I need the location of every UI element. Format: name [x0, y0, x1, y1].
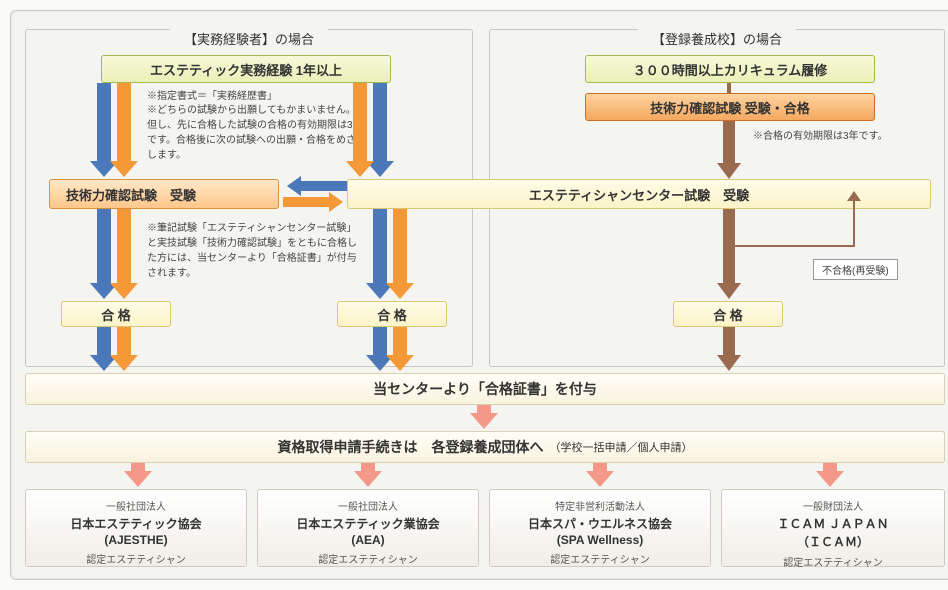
org2-t4: 認定エステティシャン	[262, 551, 474, 566]
cert-box: 当センターより「合格証書」を付与	[25, 373, 945, 405]
arrow-blue-shaft-5	[97, 327, 111, 357]
org1-t4: 認定エステティシャン	[30, 551, 242, 566]
fail-line-v	[853, 197, 855, 247]
org3-t2: 日本スパ・ウエルネス協会	[494, 515, 706, 532]
org-box-4: 一般財団法人 ＩＣＡＭ ＪＡＰＡＮ （ＩＣＡＭ） 認定エステティシャン	[721, 489, 945, 567]
right-curriculum-box: ３００時間以上カリキュラム履修	[585, 55, 875, 83]
right-brown-shaft-2	[723, 209, 735, 285]
arrow-blue-shaft-4	[373, 209, 387, 285]
left-note-1a: ※指定書式＝「実務経歴書」	[147, 89, 365, 104]
arrow-orange-shaft-6	[393, 327, 407, 357]
arrow-orange-shaft-1	[117, 83, 131, 163]
right-brown-head-2	[717, 283, 741, 299]
right-brown-head-3	[717, 355, 741, 371]
org-box-3: 特定非営利活動法人 日本スパ・ウエルネス協会 (SPA Wellness) 認定…	[489, 489, 711, 567]
left-pass-box-1: 合 格	[61, 301, 171, 327]
right-note: ※合格の有効期限は3年です。	[753, 129, 929, 144]
org2-t2: 日本エステティック業協会	[262, 515, 474, 532]
left-note-1b: ※どちらの試験から出願してもかまいません。但し、先に合格した試験の合格の有効期限…	[147, 103, 365, 163]
arrow-orange-shaft-4	[393, 209, 407, 285]
arrow-orange-head-3	[110, 283, 138, 299]
salmon-head-c	[470, 413, 498, 429]
arrow-blue-shaft-2	[373, 83, 387, 163]
harrow-orange-head	[329, 192, 343, 212]
arrow-orange-head-6	[386, 355, 414, 371]
harrow-blue-shaft	[301, 181, 347, 191]
right-brown-shaft-1	[723, 121, 735, 165]
org4-t3: （ＩＣＡＭ）	[726, 533, 940, 550]
org3-t4: 認定エステティシャン	[494, 551, 706, 566]
arrow-orange-shaft-5	[117, 327, 131, 357]
org4-t2: ＩＣＡＭ ＪＡＰＡＮ	[726, 515, 940, 532]
left-panel-title: 【実務経験者】の場合	[170, 29, 328, 48]
org1-t1: 一般社団法人	[30, 498, 242, 513]
arrow-orange-shaft-3	[117, 209, 131, 285]
org-box-1: 一般社団法人 日本エステティック協会 (AJESTHE) 認定エステティシャン	[25, 489, 247, 567]
org4-t1: 一般財団法人	[726, 498, 940, 513]
harrow-orange-shaft	[283, 197, 329, 207]
org2-t3: (AEA)	[262, 533, 474, 547]
right-connector-1	[727, 83, 731, 93]
right-brown-shaft-3	[723, 327, 735, 357]
left-experience-box: エステティック実務経験 1年以上	[101, 55, 391, 83]
arrow-orange-head-4	[386, 283, 414, 299]
arrow-orange-head-1	[110, 161, 138, 177]
left-note-2: ※筆記試験「エステティシャンセンター試験」と実技試験「技術力確認試験」をともに合…	[147, 221, 365, 281]
fail-line-h	[735, 245, 855, 247]
org-box-2: 一般社団法人 日本エステティック業協会 (AEA) 認定エステティシャン	[257, 489, 479, 567]
right-panel-title: 【登録養成校】の場合	[638, 29, 796, 48]
right-skill-exam-box: 技術力確認試験 受験・合格	[585, 93, 875, 121]
arrow-blue-shaft-3	[97, 209, 111, 285]
arrow-orange-shaft-2	[353, 83, 367, 163]
procedure-box: 資格取得申請手続きは 各登録養成団体へ （学校一括申請／個人申請）	[25, 431, 945, 463]
org1-t3: (AJESTHE)	[30, 533, 242, 547]
fail-arrow-up	[847, 191, 861, 201]
arrow-orange-head-5	[110, 355, 138, 371]
right-pass-box: 合 格	[673, 301, 783, 327]
salmon-head-4	[816, 471, 844, 487]
right-brown-head-1	[717, 163, 741, 179]
harrow-blue-head	[287, 176, 301, 196]
org3-t1: 特定非営利活動法人	[494, 498, 706, 513]
arrow-blue-shaft-6	[373, 327, 387, 357]
salmon-head-3	[586, 471, 614, 487]
org3-t3: (SPA Wellness)	[494, 533, 706, 547]
arrow-blue-shaft-1	[97, 83, 111, 163]
left-pass-box-2: 合 格	[337, 301, 447, 327]
arrow-orange-head-2	[346, 161, 374, 177]
center-exam-box: エステティシャンセンター試験 受験	[347, 179, 931, 209]
fail-box: 不合格(再受験)	[813, 259, 898, 280]
salmon-head-1	[124, 471, 152, 487]
org4-t4: 認定エステティシャン	[726, 554, 940, 569]
org2-t1: 一般社団法人	[262, 498, 474, 513]
flowchart-canvas: 【実務経験者】の場合 【登録養成校】の場合 エステティック実務経験 1年以上 ※…	[10, 10, 948, 580]
left-skill-exam-box: 技術力確認試験 受験	[49, 179, 279, 209]
procedure-text-b: （学校一括申請／個人申請）	[550, 439, 693, 455]
salmon-head-2	[354, 471, 382, 487]
org1-t2: 日本エステティック協会	[30, 515, 242, 532]
procedure-text-a: 資格取得申請手続きは 各登録養成団体へ	[278, 437, 544, 457]
